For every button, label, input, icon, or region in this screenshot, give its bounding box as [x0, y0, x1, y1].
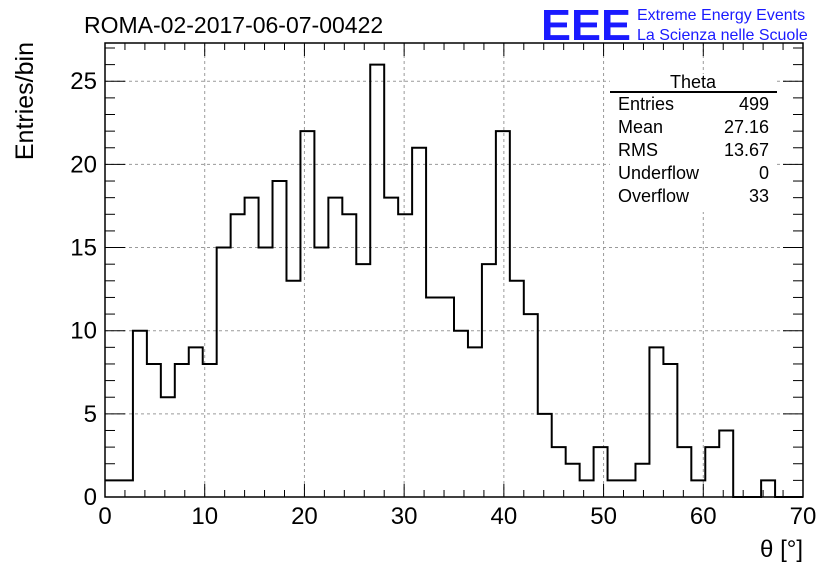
stats-label: Entries [618, 94, 674, 114]
stats-label: Mean [618, 117, 663, 137]
x-tick-label: 40 [491, 503, 518, 530]
eee-logo-line1: Extreme Energy Events [637, 7, 805, 24]
stats-value: 499 [739, 94, 769, 114]
axis-ticks [104, 43, 804, 498]
chart-title: ROMA-02-2017-06-07-00422 [84, 12, 383, 38]
y-tick-label: 25 [70, 68, 97, 95]
y-tick-label: 10 [70, 318, 97, 345]
x-tick-label: 70 [790, 503, 817, 530]
stats-value: 0 [759, 163, 769, 183]
x-tick-label: 0 [98, 503, 111, 530]
stats-box: Theta Entries 499 Mean 27.16 RMS 13.67 Underfl… [610, 72, 777, 212]
tick-labels: 0 10 20 30 40 50 60 70 0 5 10 15 20 25 [70, 68, 816, 530]
eee-logo: EEE Extreme Energy Events La Scienza nel… [541, 1, 808, 50]
eee-logo-line2: La Scienza nelle Scuole [637, 27, 808, 44]
stats-label: Overflow [618, 186, 690, 206]
y-tick-label: 5 [84, 401, 97, 428]
stats-value: 27.16 [724, 117, 769, 137]
y-tick-label: 0 [84, 484, 97, 511]
y-tick-label: 20 [70, 151, 97, 178]
stats-value: 33 [749, 186, 769, 206]
stats-label: Underflow [618, 163, 700, 183]
stats-box-background [610, 74, 777, 212]
stats-rows: Entries 499 Mean 27.16 RMS 13.67 Underflow 0 Ove… [618, 94, 769, 206]
histogram-series [105, 63, 803, 498]
eee-logo-mark: EEE [541, 1, 631, 50]
stats-title: Theta [670, 72, 717, 92]
stats-value: 13.67 [724, 140, 769, 160]
x-tick-label: 10 [191, 503, 218, 530]
y-tick-label: 15 [70, 235, 97, 262]
x-tick-label: 50 [590, 503, 617, 530]
x-tick-label: 60 [690, 503, 717, 530]
stats-label: RMS [618, 140, 658, 160]
x-axis-label: θ [°] [760, 536, 803, 563]
x-tick-label: 30 [391, 503, 418, 530]
x-tick-label: 20 [291, 503, 318, 530]
plot-frame [104, 42, 804, 498]
y-axis-label: Entries/bin [11, 42, 39, 160]
